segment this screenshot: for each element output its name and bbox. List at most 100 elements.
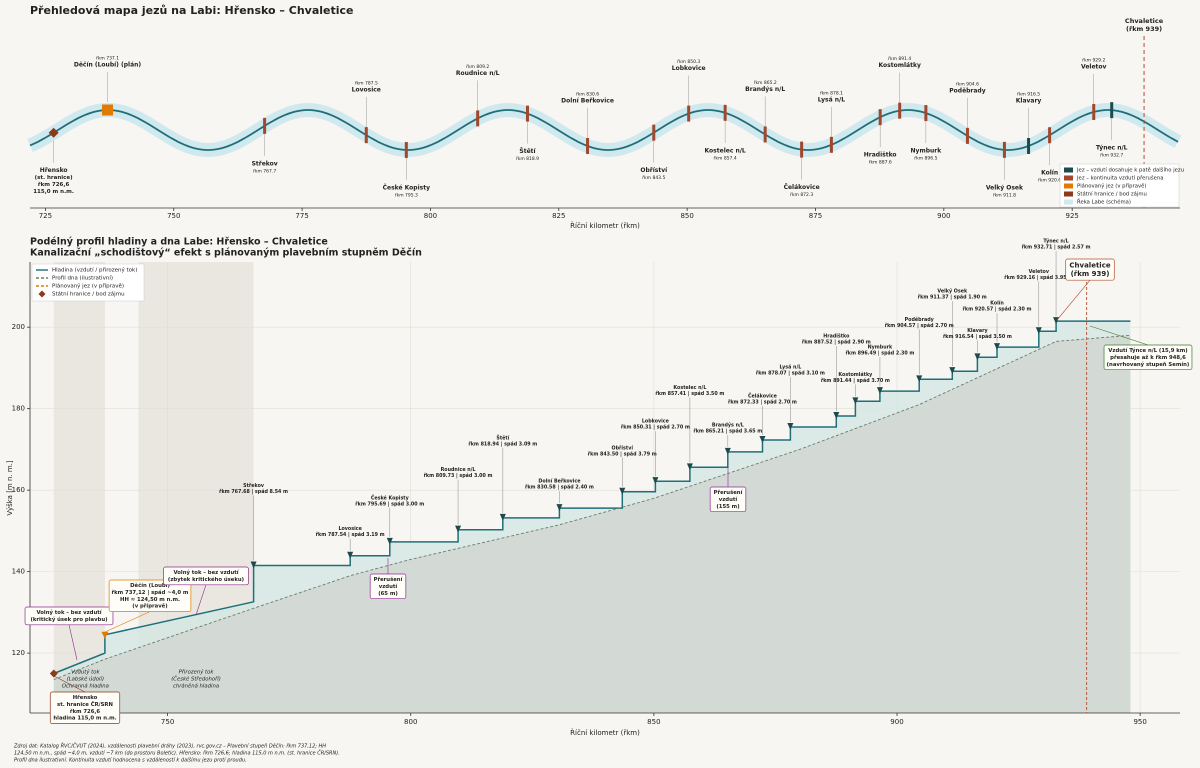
weir-marker	[455, 525, 462, 533]
weir-name: Čelákovice	[748, 393, 778, 400]
weir-marker	[965, 127, 969, 144]
x-tick-label: 850	[647, 718, 660, 726]
river-line	[29, 109, 1179, 151]
y-tick-label: 120	[12, 649, 25, 657]
x-tick-label: 725	[39, 212, 52, 220]
weir-name: Lovosice	[338, 526, 362, 532]
weir-marker	[364, 127, 368, 144]
legend-marker	[38, 290, 46, 298]
weir-marker	[949, 367, 956, 375]
weir-name: Velký Osek	[937, 288, 968, 295]
weir-name: Lovosice	[352, 87, 381, 94]
weir-name: Štětí	[519, 148, 536, 155]
weir-marker	[787, 423, 794, 430]
annotation-text: (kritický úsek pro plavbu)	[30, 616, 107, 623]
annotation-text: (řkm 939)	[1071, 270, 1110, 278]
weir-marker	[619, 487, 626, 495]
weir-km: řkm 878.1	[820, 89, 843, 96]
footnote: 124,50 m n.m., spád ~4,0 m, vzdutí ~7 km…	[14, 750, 340, 757]
weir-info: řkm 891.44 | spád 3.70 m	[821, 377, 890, 384]
weir-info: řkm 887.52 | spád 2.90 m	[802, 339, 871, 346]
y-tick-label: 140	[12, 568, 25, 576]
weir-marker	[686, 463, 693, 471]
weir-marker	[723, 104, 727, 121]
weir-name: Nymburk	[868, 345, 893, 351]
weir-marker	[1110, 102, 1114, 119]
weir-info: řkm 896.49 | spád 2.30 m	[845, 350, 914, 357]
weir-km: řkm 857.4	[714, 154, 737, 161]
annotation-box	[1065, 258, 1115, 281]
y-tick-label: 200	[12, 323, 25, 331]
weir-info: řkm 787.54 | spád 3.19 m	[316, 531, 385, 538]
legend-swatch	[1064, 199, 1073, 205]
annotation-box	[24, 606, 114, 626]
weir-name: Obříství	[640, 167, 668, 174]
y-tick-label: 160	[12, 486, 25, 494]
legend-label: Hladina (vzdutí / přirozený tok)	[52, 267, 137, 274]
weir-marker	[800, 141, 804, 158]
weir-marker	[404, 141, 408, 158]
legend-swatch	[1064, 183, 1073, 189]
weir-km: řkm 737.1	[96, 55, 119, 62]
weir-name: Lobkovice	[672, 65, 706, 72]
weir-name: Nymburk	[911, 148, 943, 155]
weir-name: Kolín	[1041, 170, 1058, 177]
annotation-arrow	[68, 624, 78, 661]
weir-name: Týnec n/L	[1043, 238, 1068, 245]
weir-info: řkm 795.69 | spád 3.00 m	[355, 500, 424, 507]
annotation-text: (navrhovaný stupeň Semín)	[1107, 361, 1190, 368]
annotation-text: řkm 726,6	[70, 708, 101, 715]
annotation-text: hladina 115,0 m n.m.	[53, 716, 116, 722]
weir-name: České Kopisty	[371, 494, 410, 501]
weir-info: řkm 916.54 | spád 3.50 m	[943, 333, 1012, 340]
weir-marker	[724, 447, 731, 455]
weir-marker	[829, 136, 833, 153]
annotation-text: Hřensko	[73, 694, 98, 701]
weir-name: Obříství	[612, 444, 634, 451]
weir-km: řkm 843.5	[642, 174, 665, 181]
weir-info: řkm 850.31 | spád 2.70 m	[621, 424, 690, 431]
x-tick-label: 775	[295, 212, 308, 220]
annotation-text: vzdutí	[719, 496, 739, 503]
weir-marker	[476, 110, 480, 127]
annotation-arrow	[195, 584, 207, 616]
weir-km: řkm 891.4	[888, 55, 911, 62]
x-tick-label: 850	[680, 212, 693, 220]
weir-info: řkm 929.16 | spád 3.95 m	[1004, 274, 1073, 281]
weir-marker	[652, 124, 656, 141]
weir-info: řkm 818.94 | spád 3.09 m	[468, 440, 537, 447]
weir-detail: řkm 726,6	[38, 181, 70, 188]
weir-marker	[898, 102, 902, 119]
weir-name: Kolín	[990, 300, 1004, 307]
annotation-arrow	[1056, 280, 1091, 321]
legend-box	[1059, 163, 1180, 208]
footnote: Profil dna ilustrativní. Kontinuita vzdu…	[14, 757, 247, 764]
annotation-arrow	[1089, 325, 1149, 346]
weir-marker	[994, 343, 1001, 351]
weir-name: Hradištko	[823, 333, 850, 340]
annotation-text: Volný tok – bez vzdutí	[36, 609, 102, 616]
weir-name: Klavary	[1016, 97, 1042, 104]
weir-info: řkm 857.41 | spád 3.50 m	[655, 390, 724, 397]
legend-box	[31, 263, 145, 302]
weir-km: řkm 920.6	[1038, 177, 1061, 184]
legend-label: Státní hranice / bod zájmu	[1077, 191, 1147, 198]
weir-name: Děčín (Loubí) (plán)	[74, 62, 142, 69]
weir-km: řkm 932.7	[1100, 152, 1123, 159]
weir-marker	[263, 117, 267, 134]
map-title: Přehledová mapa jezů na Labi: Hřensko – …	[30, 4, 354, 17]
weir-marker	[652, 477, 659, 485]
x-tick-label: 950	[1133, 718, 1146, 726]
legend-swatch	[1064, 191, 1073, 197]
annotation-box	[369, 573, 407, 600]
weir-name: Roudnice n/L	[441, 467, 476, 473]
weir-marker	[916, 375, 923, 383]
annotation-text: st. hranice ČR/SRN	[57, 701, 113, 708]
weir-km: řkm 872.3	[790, 191, 813, 198]
bed-fill	[53, 335, 1131, 713]
legend-label: Jez – kontinuita vzdutí přerušena	[1076, 175, 1164, 182]
weir-name: Lysá n/L	[779, 364, 801, 371]
legend-label: Řeka Labe (schéma)	[1077, 198, 1131, 206]
weir-info: řkm 830.58 | spád 2.40 m	[525, 484, 594, 491]
weir-name: Klavary	[967, 328, 988, 334]
